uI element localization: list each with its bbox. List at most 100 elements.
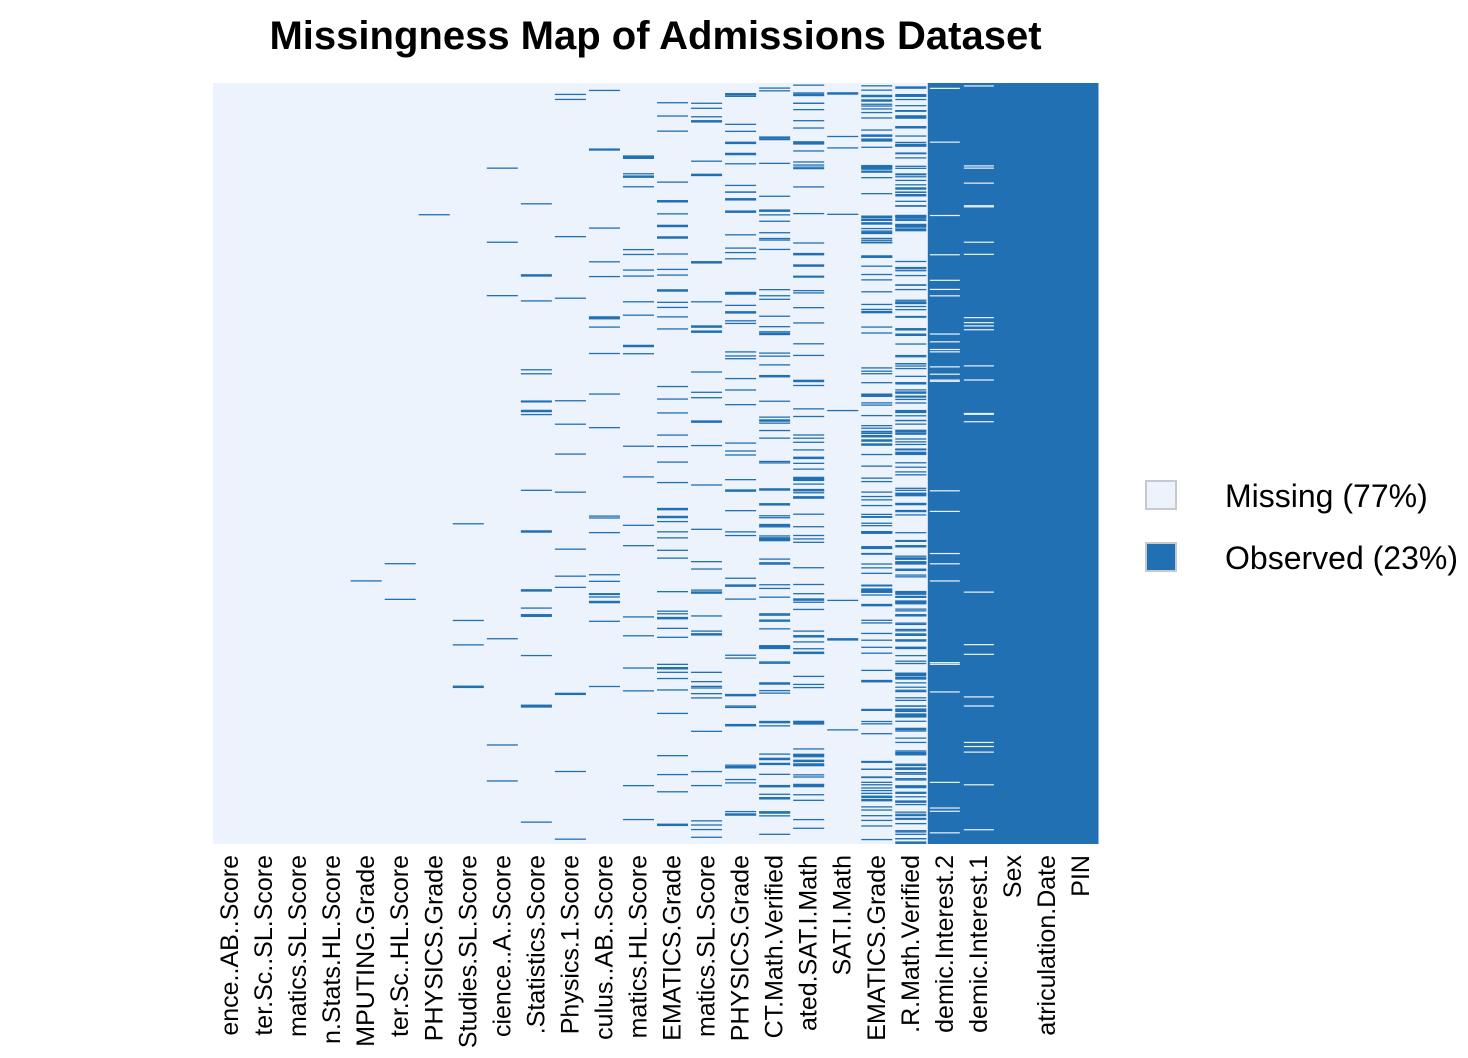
heatmap-cell-missing: [929, 341, 960, 343]
heatmap-cell-observed: [691, 330, 723, 333]
heatmap-cell-observed: [759, 584, 791, 586]
heatmap-cell-observed: [793, 166, 825, 168]
heatmap-cell-observed: [895, 363, 927, 365]
heatmap-cell-observed: [759, 331, 791, 333]
heatmap-cell-observed: [793, 307, 825, 309]
heatmap-cell-observed: [861, 603, 893, 607]
heatmap-cell-observed: [725, 95, 757, 97]
heatmap-cell-observed: [759, 762, 791, 765]
heatmap-cell-observed: [895, 495, 927, 497]
heatmap-cell-observed: [861, 795, 893, 799]
heatmap-cell-observed: [861, 531, 893, 533]
heatmap-cell-observed: [759, 758, 791, 761]
heatmap-cell-observed: [895, 179, 927, 182]
heatmap-cell-observed: [895, 328, 927, 331]
heatmap-cell-observed: [895, 628, 927, 631]
heatmap-cell-missing: [929, 563, 960, 565]
heatmap-cell-missing: [929, 348, 960, 351]
heatmap-cell-observed: [554, 98, 586, 101]
heatmap-column: [725, 93, 757, 816]
heatmap-cell-observed: [759, 763, 791, 766]
heatmap-cell-observed: [793, 483, 825, 485]
heatmap-cell-observed: [657, 677, 689, 680]
heatmap-cell-observed: [384, 598, 416, 601]
heatmap-cell-missing: [929, 366, 960, 368]
heatmap-cell-observed: [895, 191, 927, 193]
heatmap-cell-observed: [759, 364, 791, 366]
heatmap-cell-observed: [895, 545, 927, 548]
heatmap-cell-observed: [793, 93, 825, 97]
heatmap-cell-observed: [793, 276, 825, 278]
heatmap-cell-observed: [895, 487, 927, 489]
x-tick-label: matics.SL.Score: [284, 855, 312, 1037]
heatmap-cell-observed: [861, 434, 893, 438]
heatmap-cell-observed: [895, 660, 927, 662]
heatmap-cell-observed: [895, 86, 927, 89]
heatmap-cell-observed: [895, 301, 927, 303]
legend-swatch-missing: [1145, 480, 1177, 510]
heatmap-cell-missing: [963, 365, 994, 367]
heatmap-cell-observed: [895, 110, 927, 112]
heatmap-cell-observed: [554, 692, 586, 695]
x-tick-label: ter.Sc..SL.Score: [250, 855, 278, 1036]
heatmap-column: [927, 83, 963, 844]
heatmap-cell-observed: [759, 773, 791, 775]
heatmap-column: [793, 84, 825, 829]
heatmap-cell-observed: [793, 142, 825, 145]
heatmap-cell-observed: [657, 557, 689, 559]
heatmap-cell-observed: [861, 177, 893, 179]
heatmap-cell-observed: [691, 391, 723, 393]
heatmap-cell-observed: [657, 274, 689, 276]
heatmap-cell-observed: [657, 268, 689, 271]
heatmap-cell-observed: [861, 465, 893, 467]
x-tick-label: atriculation.Date: [1033, 855, 1061, 1036]
heatmap-cell-observed: [861, 708, 893, 711]
heatmap-cell-observed: [520, 413, 552, 416]
heatmap-cell-observed: [691, 568, 723, 570]
heatmap-cell-missing: [963, 322, 994, 324]
heatmap-cell-observed: [895, 838, 927, 840]
heatmap-cell-observed: [861, 117, 893, 119]
heatmap-cell-observed: [895, 811, 927, 813]
heatmap-cell-observed: [1063, 83, 1099, 844]
heatmap-cell-observed: [588, 600, 620, 604]
heatmap-cell-observed: [861, 825, 893, 827]
heatmap-cell-observed: [895, 697, 927, 699]
heatmap-cell-observed: [895, 673, 927, 677]
heatmap-cell-observed: [759, 209, 791, 212]
heatmap-cell-observed: [895, 750, 927, 752]
heatmap-cell-observed: [554, 297, 586, 299]
heatmap-cell-observed: [725, 531, 757, 533]
heatmap-cell-observed: [520, 203, 552, 205]
heatmap-cell-observed: [622, 269, 654, 271]
heatmap-cell-observed: [861, 265, 893, 267]
x-tick-label: MPUTING.Grade: [352, 855, 380, 1047]
heatmap-cell-observed: [793, 434, 825, 436]
heatmap-cell-observed: [895, 333, 927, 337]
heatmap-cell-observed: [622, 344, 654, 348]
heatmap-cell-observed: [861, 303, 893, 306]
heatmap-cell-observed: [861, 230, 893, 232]
heatmap-cell-observed: [657, 627, 689, 629]
x-tick-label: .Statistics.Score: [522, 855, 550, 1034]
legend-label-missing: Missing (77%): [1225, 478, 1428, 514]
heatmap-column: [657, 102, 689, 827]
heatmap-cell-observed: [657, 663, 689, 665]
heatmap-cell-observed: [895, 227, 927, 229]
heatmap-cell-observed: [895, 509, 927, 512]
heatmap-cell-observed: [657, 636, 689, 638]
heatmap-cell-observed: [793, 492, 825, 494]
heatmap-cell-observed: [759, 596, 791, 598]
heatmap-cell-observed: [793, 783, 825, 786]
heatmap-cell-observed: [759, 662, 791, 664]
heatmap-cell-observed: [793, 212, 825, 215]
heatmap-cell-observed: [895, 561, 927, 563]
heatmap-cell-observed: [895, 557, 927, 559]
heatmap-cell-observed: [588, 318, 620, 320]
heatmap-cell-observed: [895, 423, 927, 425]
heatmap-cell-observed: [827, 92, 859, 95]
heatmap-cell-observed: [895, 654, 927, 657]
heatmap-cell-observed: [895, 672, 927, 674]
heatmap-cell-observed: [861, 326, 893, 328]
heatmap-cell-observed: [725, 247, 757, 249]
